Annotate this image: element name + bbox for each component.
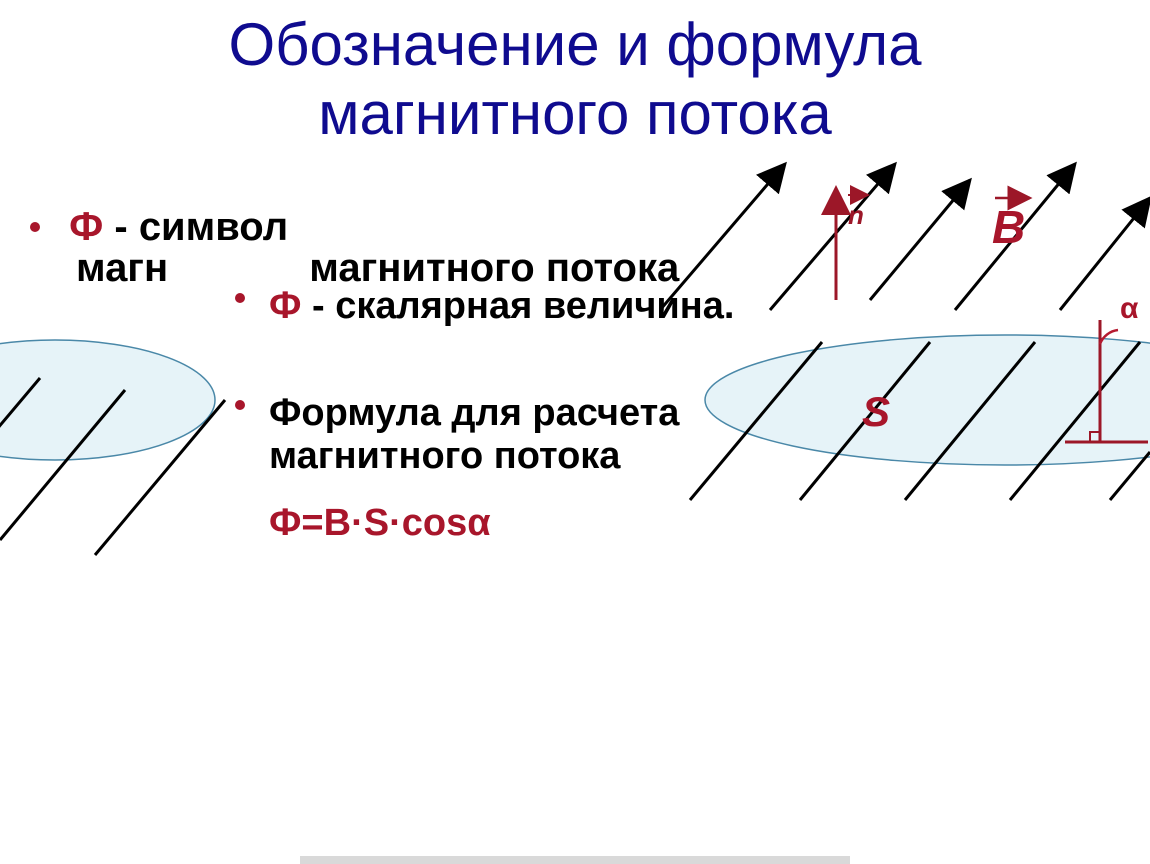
slide-title: Обозначение и формула магнитного потока <box>0 10 1150 148</box>
clip-left-fragment: магн <box>76 258 168 286</box>
bullet-scalar-text: - скалярная величина. <box>301 285 734 327</box>
bullet-dot-icon <box>30 222 40 232</box>
alpha-arc <box>1100 330 1118 344</box>
bullet-dot-icon <box>235 293 245 303</box>
label-b: B <box>992 200 1025 254</box>
phi-symbol: Ф <box>69 205 103 249</box>
bullet-formula-intro-text: Формула для расчета магнитного потока <box>269 392 679 477</box>
left-bullet-word: символ <box>139 205 288 249</box>
title-line-1: Обозначение и формула <box>228 11 921 78</box>
magnetic-flux-formula: Ф=В·S·cosα <box>269 502 795 545</box>
left-surface-ellipse <box>0 340 215 460</box>
label-s: S <box>862 388 890 436</box>
right-angle-mark <box>1090 432 1100 442</box>
footer-bar <box>300 856 850 864</box>
left-bullet-dash: - <box>103 205 139 249</box>
label-n: n <box>848 200 864 231</box>
bullet-formula-intro: Формула для расчета магнитного потока <box>235 392 795 478</box>
phi-symbol-2: Ф <box>269 285 301 327</box>
bullet-dot-icon <box>235 400 245 410</box>
title-line-2: магнитного потока <box>318 80 831 147</box>
label-alpha: α <box>1120 292 1138 326</box>
clip-right-fragment: магнитного потока <box>309 258 679 286</box>
bullet-list: Ф - скалярная величина. Формула для расч… <box>235 285 795 545</box>
bullet-scalar: Ф - скалярная величина. <box>235 285 795 328</box>
field-lines-left <box>0 378 225 555</box>
clipped-text-row: магн магнитного потока <box>30 258 780 286</box>
left-bullet: Ф - символ <box>30 205 288 250</box>
